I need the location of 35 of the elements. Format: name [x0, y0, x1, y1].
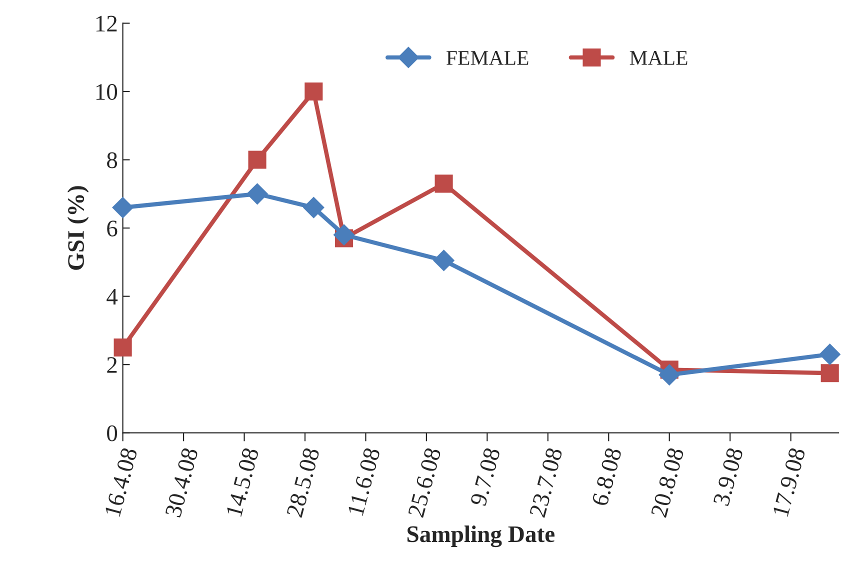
y-tick-label: 2 [107, 357, 117, 373]
point [434, 174, 453, 193]
x-axis-title: Sampling Date [407, 526, 555, 548]
point [246, 183, 268, 204]
x-tick-label: 20.8.08 [650, 447, 684, 518]
x-tick-label: 9.7.08 [470, 447, 500, 507]
x-tick-label: 23.7.08 [529, 447, 563, 518]
y-tick-label: 8 [107, 152, 118, 168]
point [248, 150, 266, 169]
x-tick-label: 11.6.08 [348, 447, 380, 516]
x-tick-label: 3.9.08 [713, 447, 744, 506]
point [334, 224, 355, 246]
point [820, 364, 839, 382]
x-tick-label: 16.4.08 [104, 447, 138, 517]
point [658, 364, 680, 386]
y-tick-label: 0 [107, 425, 118, 442]
y-tick-label: 12 [96, 16, 117, 32]
x-tick-label: 6.8.08 [592, 447, 622, 506]
x-tick-label: 25.6.08 [408, 447, 442, 518]
y-tick-label: 6 [107, 220, 118, 236]
legend-label: FEMALE [446, 51, 528, 65]
x-tick-label: 17.9.08 [772, 447, 806, 517]
x-tick-label: 28.5.08 [286, 447, 320, 518]
point [433, 250, 454, 271]
point [303, 197, 324, 218]
point [114, 338, 132, 357]
y-tick-label: 4 [106, 288, 118, 304]
legend-label: MALE [630, 51, 688, 65]
point [304, 82, 323, 101]
point [112, 197, 134, 218]
x-tick-label: 30.4.08 [164, 447, 198, 518]
x-tick-label: 14.5.08 [226, 447, 260, 517]
y-axis-title: GSI (%) [67, 186, 89, 270]
y-tick-label: 10 [96, 84, 118, 100]
point [819, 344, 840, 365]
